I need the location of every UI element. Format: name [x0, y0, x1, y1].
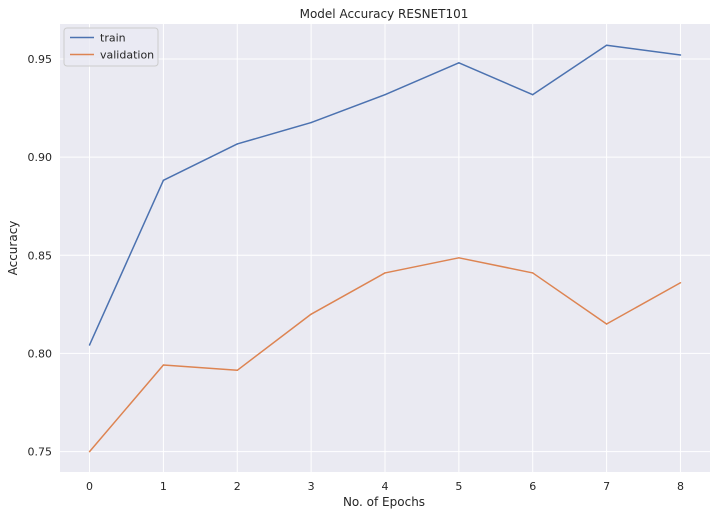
- data-point-validation: [162, 364, 165, 366]
- y-tick-label: 0.90: [28, 151, 53, 164]
- legend-label-train: train: [100, 32, 126, 45]
- x-tick-label: 0: [86, 480, 93, 493]
- y-tick-label: 0.95: [28, 53, 53, 66]
- data-point-validation: [531, 272, 534, 274]
- data-point-validation: [310, 313, 312, 315]
- data-point-train: [310, 121, 312, 124]
- x-tick-label: 5: [455, 480, 462, 493]
- data-point-validation: [88, 450, 91, 453]
- y-axis-title: Accuracy: [6, 221, 20, 276]
- tick-labels: 0 1 2 3 4 5 6 7 8 0.75 0.80 0.85 0.90 0.95: [28, 53, 684, 493]
- y-tick-label: 0.75: [28, 446, 53, 459]
- data-point-validation: [458, 257, 460, 259]
- x-tick-label: 6: [529, 480, 536, 493]
- grid: [60, 24, 710, 472]
- x-tick-label: 8: [677, 480, 684, 493]
- data-point-train: [679, 54, 682, 56]
- data-point-validation: [679, 281, 682, 284]
- data-point-train: [88, 344, 91, 346]
- x-axis-title: No. of Epochs: [343, 495, 425, 509]
- data-point-train: [384, 93, 386, 96]
- series-layer: [88, 44, 682, 453]
- data-point-train: [162, 179, 165, 182]
- x-tick-label: 2: [234, 480, 241, 493]
- legend: train validation: [63, 27, 159, 67]
- data-point-train: [458, 62, 460, 64]
- data-point-validation: [605, 323, 608, 325]
- data-point-train: [605, 44, 608, 46]
- x-tick-label: 3: [308, 480, 315, 493]
- y-tick-label: 0.85: [28, 249, 53, 262]
- data-point-validation: [384, 272, 386, 274]
- chart-title: Model Accuracy RESNET101: [300, 7, 469, 21]
- data-point-train: [236, 143, 239, 145]
- data-point-validation: [236, 369, 239, 372]
- x-tick-label: 4: [382, 480, 389, 493]
- data-point-train: [531, 93, 534, 96]
- y-tick-label: 0.80: [28, 347, 53, 360]
- x-tick-label: 7: [603, 480, 610, 493]
- x-tick-label: 1: [160, 480, 167, 493]
- legend-label-validation: validation: [100, 49, 154, 62]
